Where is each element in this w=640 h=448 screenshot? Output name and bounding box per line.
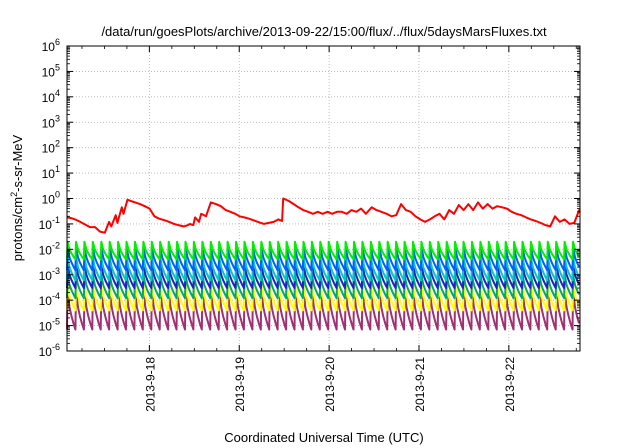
y-tick-labels: 10-6 10-5 10-4 10-3 10-2 10-1 100 101 102 103 104 1… bbox=[39, 37, 60, 359]
y-tick-label: 102 bbox=[42, 139, 60, 156]
axis-ticks bbox=[67, 45, 580, 352]
y-axis-label: protons/cm2-s-sr-MeV bbox=[9, 134, 25, 261]
y-tick-label: 106 bbox=[42, 37, 60, 54]
data-series bbox=[66, 197, 581, 331]
y-tick-label: 10-1 bbox=[39, 215, 60, 232]
y-tick-label: 104 bbox=[42, 88, 60, 105]
series-line bbox=[66, 197, 581, 234]
y-tick-label: 10-5 bbox=[39, 317, 60, 334]
y-tick-label: 10-3 bbox=[39, 266, 60, 283]
y-tick-label: 10-6 bbox=[39, 342, 60, 359]
chart-title: /data/run/goesPlots/archive/2013-09-22/1… bbox=[101, 24, 547, 39]
x-tick-label: 2013-9-21 bbox=[413, 357, 427, 412]
x-tick-label: 2013-9-20 bbox=[323, 357, 337, 412]
y-tick-label: 105 bbox=[42, 62, 60, 79]
y-tick-label: 103 bbox=[42, 113, 60, 130]
x-axis-label: Coordinated Universal Time (UTC) bbox=[224, 430, 423, 445]
y-tick-label: 10-2 bbox=[39, 240, 60, 257]
y-tick-label: 10-4 bbox=[39, 291, 60, 308]
series-line bbox=[66, 240, 580, 261]
y-tick-label: 101 bbox=[42, 164, 60, 181]
x-tick-label: 2013-9-19 bbox=[233, 357, 247, 412]
x-tick-label: 2013-9-18 bbox=[143, 357, 157, 412]
x-tick-labels: 2013-9-18 2013-9-19 2013-9-20 2013-9-21 2013… bbox=[143, 357, 516, 412]
x-tick-label: 2013-9-22 bbox=[503, 357, 517, 412]
y-tick-label: 100 bbox=[42, 190, 60, 207]
